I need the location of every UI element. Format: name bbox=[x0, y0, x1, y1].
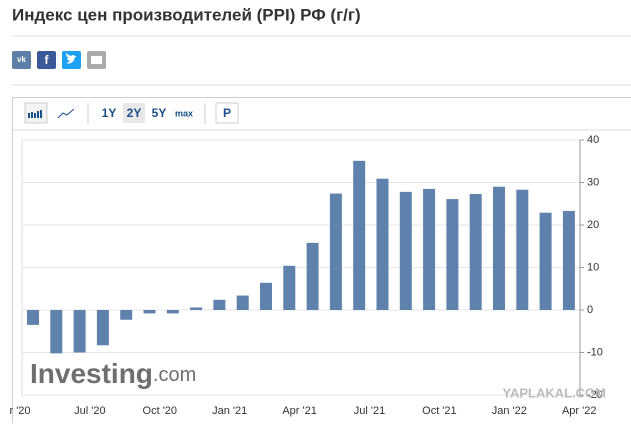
x-tick-label: r '20 bbox=[9, 405, 30, 417]
bar bbox=[516, 190, 528, 310]
x-tick-label: Apr '21 bbox=[282, 405, 317, 417]
x-tick-label: Jul '20 bbox=[74, 405, 105, 417]
range-button[interactable]: 5Y bbox=[152, 106, 167, 120]
y-tick-label: 0 bbox=[587, 304, 593, 316]
bar bbox=[353, 161, 365, 310]
bar bbox=[237, 296, 249, 310]
bar bbox=[97, 310, 109, 345]
bar bbox=[260, 283, 272, 310]
range-button[interactable]: 2Y bbox=[127, 106, 142, 120]
vk-icon: vk bbox=[17, 55, 26, 64]
line-chart-button[interactable] bbox=[55, 103, 77, 123]
bar bbox=[190, 307, 202, 310]
x-tick-label: Apr '22 bbox=[562, 405, 597, 417]
bar bbox=[74, 310, 86, 353]
bar bbox=[446, 199, 458, 310]
bar bbox=[493, 187, 505, 310]
mode-button[interactable]: P bbox=[223, 106, 231, 120]
bar bbox=[400, 192, 412, 310]
bar bbox=[330, 194, 342, 310]
x-tick-label: Oct '21 bbox=[422, 405, 457, 417]
watermark-suffix: .com bbox=[153, 364, 196, 386]
bar bbox=[144, 310, 156, 313]
bar bbox=[470, 194, 482, 310]
bar bbox=[563, 211, 575, 310]
watermark-brand: Investing bbox=[30, 358, 153, 389]
y-tick-label: 30 bbox=[587, 176, 599, 188]
x-tick-label: Jan '22 bbox=[492, 405, 527, 417]
bar bbox=[120, 310, 132, 320]
mail-icon bbox=[91, 56, 102, 64]
range-button[interactable]: max bbox=[175, 108, 193, 118]
page-title: Индекс цен производителей (PPI) РФ (г/г) bbox=[12, 5, 361, 24]
bar bbox=[423, 189, 435, 310]
bar bbox=[27, 310, 39, 325]
site-watermark: YAPLAKAL.COM bbox=[502, 385, 606, 400]
toolbar: 1Y 2Y 5Y max P bbox=[25, 103, 238, 124]
bar bbox=[167, 310, 179, 313]
y-tick-label: 40 bbox=[587, 134, 599, 146]
y-tick-label: 10 bbox=[587, 261, 599, 273]
x-tick-label: Oct '20 bbox=[143, 405, 178, 417]
bar bbox=[283, 266, 295, 310]
bar bbox=[307, 243, 319, 310]
y-tick-label: -10 bbox=[587, 346, 603, 358]
share-buttons: vk f bbox=[12, 51, 106, 69]
x-tick-label: Jul '21 bbox=[354, 405, 385, 417]
y-tick-label: 20 bbox=[587, 219, 599, 231]
bar bbox=[50, 310, 62, 353]
bar bbox=[213, 300, 225, 310]
bar bbox=[540, 213, 552, 310]
watermark: Investing.com bbox=[30, 358, 196, 389]
x-tick-label: Jan '21 bbox=[212, 405, 247, 417]
range-button[interactable]: 1Y bbox=[102, 106, 117, 120]
bar bbox=[377, 179, 389, 310]
